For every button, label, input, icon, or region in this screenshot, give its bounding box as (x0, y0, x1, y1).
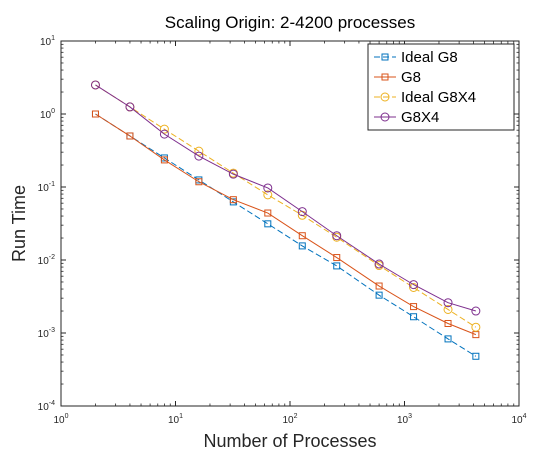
legend-marker (380, 92, 390, 102)
data-point (409, 283, 419, 293)
data-point (229, 196, 237, 204)
x-tick-label: 104 (511, 413, 526, 426)
legend-item-ideal-g8x4: Ideal G8X4 (374, 89, 476, 106)
data-point (443, 304, 453, 314)
y-tick-label: 100 (40, 108, 55, 121)
data-point (263, 183, 273, 193)
data-point (264, 220, 272, 228)
data-point (195, 178, 203, 186)
series-layer (90, 80, 481, 360)
chart-title: Scaling Origin: 2-4200 processes (165, 13, 415, 32)
data-point (333, 254, 341, 262)
data-point (332, 231, 342, 241)
data-point (298, 242, 306, 250)
data-point (264, 209, 272, 217)
data-point (160, 156, 168, 164)
data-point (375, 282, 383, 290)
data-point (333, 262, 341, 270)
data-point (410, 313, 418, 321)
data-point (91, 110, 99, 118)
axis-ticks: 100 101 102 103 104 10-4 10-3 10-2 10-1 100 101 (38, 35, 527, 426)
data-point (194, 146, 204, 156)
data-point (126, 132, 134, 140)
legend-label: G8X4 (401, 109, 439, 126)
legend-label: Ideal G8X4 (401, 89, 476, 106)
data-point (444, 335, 452, 343)
data-point (263, 190, 273, 200)
x-tick-label: 101 (168, 413, 183, 426)
data-point (374, 259, 384, 269)
y-axis-label: Run Time (9, 185, 29, 262)
y-tick-label: 10-4 (38, 400, 55, 413)
legend-item-ideal-g8: Ideal G8 (374, 49, 458, 66)
x-tick-label: 100 (53, 413, 68, 426)
series-line (95, 113, 477, 357)
data-point (125, 102, 135, 112)
y-tick-label: 101 (40, 35, 55, 48)
data-point (444, 319, 452, 327)
series-line (95, 84, 477, 312)
data-point (410, 303, 418, 311)
series-line (95, 113, 477, 336)
legend-item-g8: G8 (374, 69, 421, 86)
data-point (471, 306, 481, 316)
data-point (471, 322, 481, 332)
data-point (375, 291, 383, 299)
data-point (194, 151, 204, 161)
data-point (409, 280, 419, 290)
data-point (228, 169, 238, 179)
legend-label: Ideal G8 (401, 49, 458, 66)
x-axis-label: Number of Processes (203, 431, 376, 451)
data-point (297, 207, 307, 217)
series-g8x4 (90, 80, 481, 316)
y-tick-label: 10-1 (38, 181, 55, 194)
data-point (159, 124, 169, 134)
legend: Ideal G8 G8 Ideal G8X4 G8X4 (367, 43, 515, 131)
legend-marker (381, 73, 389, 81)
x-tick-label: 102 (282, 413, 297, 426)
legend-box (367, 43, 515, 131)
legend-marker (381, 53, 389, 61)
y-tick-label: 10-3 (38, 327, 55, 340)
data-point (472, 352, 480, 360)
legend-item-g8x4: G8X4 (374, 109, 439, 126)
data-point (443, 298, 453, 308)
data-point (298, 232, 306, 240)
legend-label: G8 (401, 69, 421, 86)
y-tick-label: 10-2 (38, 254, 55, 267)
legend-marker (380, 112, 390, 122)
x-tick-label: 103 (397, 413, 412, 426)
data-point (90, 80, 100, 90)
series-line (95, 84, 477, 328)
data-point (159, 129, 169, 139)
